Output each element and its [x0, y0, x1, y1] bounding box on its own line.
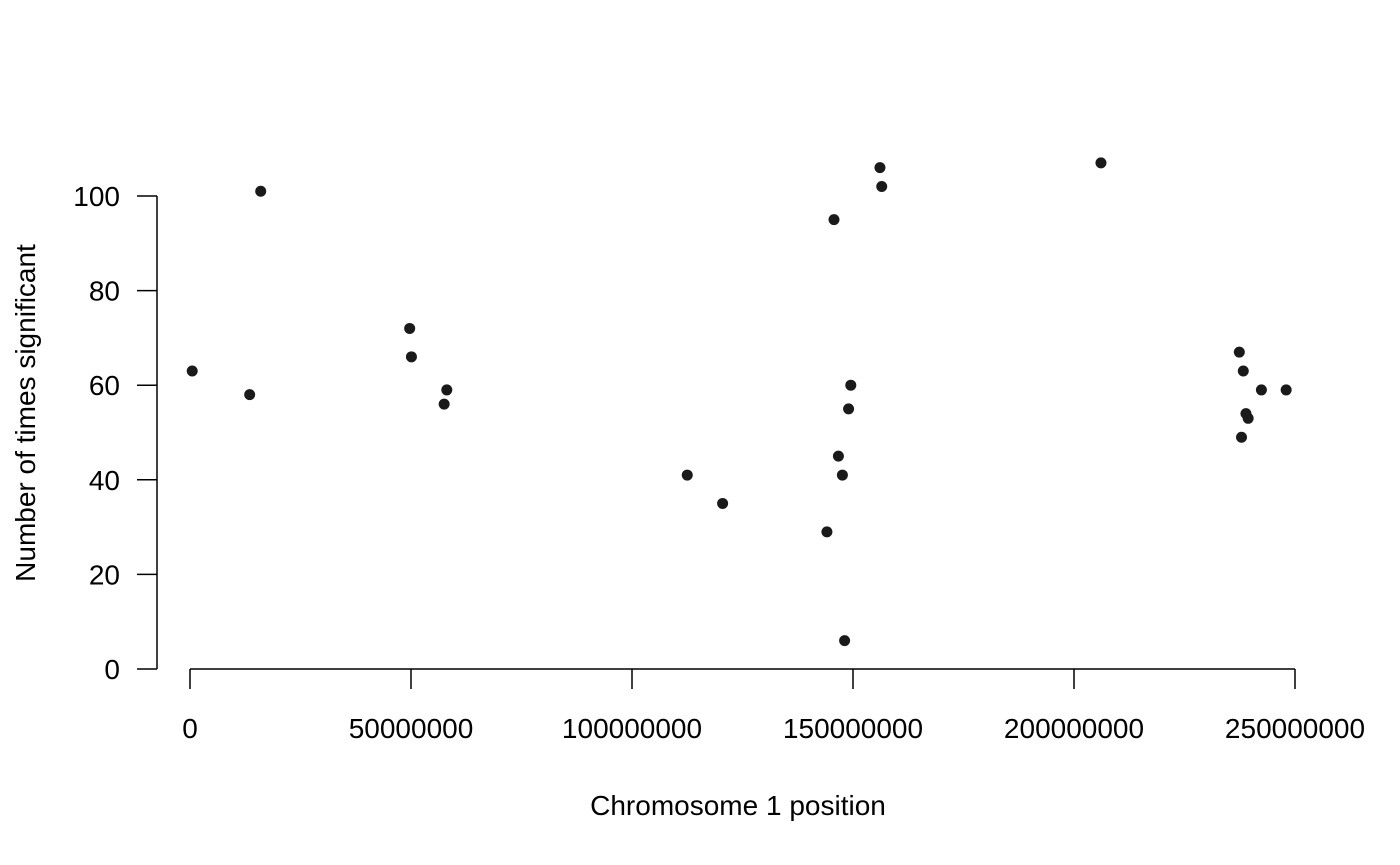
data-point [438, 398, 450, 410]
data-point [405, 351, 417, 363]
x-tick-label: 50000000 [349, 713, 474, 744]
data-point [1236, 431, 1248, 443]
x-tick-label: 0 [182, 713, 198, 744]
data-points [186, 157, 1292, 647]
y-tick-label: 0 [104, 654, 120, 685]
data-point [441, 384, 453, 396]
y-tick-label: 60 [89, 370, 120, 401]
data-point [1237, 365, 1249, 377]
x-tick-label: 250000000 [1225, 713, 1365, 744]
data-point [1095, 157, 1107, 169]
data-point [186, 365, 198, 377]
data-point [845, 379, 857, 391]
x-tick-label: 200000000 [1004, 713, 1144, 744]
data-point [1280, 384, 1292, 396]
y-tick-label: 20 [89, 559, 120, 590]
x-tick-label: 150000000 [783, 713, 923, 744]
x-axis-title: Chromosome 1 position [590, 790, 886, 821]
data-point [404, 322, 416, 334]
data-point [1255, 384, 1267, 396]
y-tick-label: 100 [73, 181, 120, 212]
data-point [1233, 346, 1245, 358]
data-point [821, 526, 833, 538]
data-point [874, 162, 886, 174]
data-point [681, 469, 693, 481]
data-point [1242, 412, 1254, 424]
y-axis: 0 20 40 60 80 100 [73, 181, 158, 685]
data-point [876, 181, 888, 193]
y-tick-label: 40 [89, 465, 120, 496]
data-point [255, 185, 267, 197]
data-point [843, 403, 855, 415]
data-point [839, 635, 851, 647]
data-point [717, 497, 729, 509]
x-axis: 0 50000000 100000000 150000000 200000000 2500… [182, 668, 1365, 744]
y-axis-title: Number of times significant [10, 244, 41, 582]
data-point [836, 469, 848, 481]
data-point [244, 389, 256, 401]
y-tick-label: 80 [89, 276, 120, 307]
x-tick-label: 100000000 [562, 713, 702, 744]
data-point [828, 214, 840, 226]
data-point [832, 450, 844, 462]
